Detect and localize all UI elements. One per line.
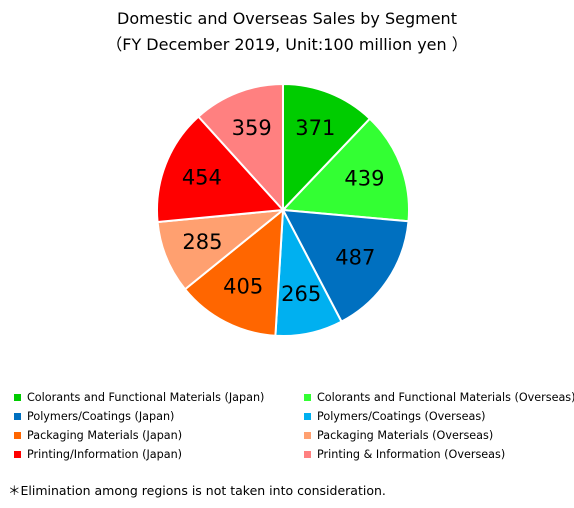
legend-swatch [304, 394, 311, 401]
legend-label: Colorants and Functional Materials (Japa… [27, 391, 265, 404]
legend-label: Polymers/Coatings (Japan) [27, 410, 175, 423]
legend-label: Packaging Materials (Overseas) [317, 429, 494, 442]
slice-value-label: 405 [223, 274, 263, 298]
legend-label: Printing/Information (Japan) [27, 448, 183, 461]
legend-item-printing-information-japan: Printing/Information (Japan) [14, 445, 304, 464]
footnote: ＊Elimination among regions is not taken … [8, 483, 386, 498]
legend-item-packaging-materials-japan: Packaging Materials (Japan) [14, 426, 304, 445]
legend-swatch [14, 451, 21, 458]
chart-legend: Colorants and Functional Materials (Japa… [14, 388, 574, 464]
legend-item-printing-information-overseas: Printing & Information (Overseas) [304, 445, 574, 464]
legend-swatch [304, 451, 311, 458]
legend-swatch [304, 413, 311, 420]
legend-label: Printing & Information (Overseas) [317, 448, 506, 461]
legend-label: Colorants and Functional Materials (Over… [317, 391, 574, 404]
pie-slice-printing-information-overseas [197, 82, 284, 213]
legend-swatch [14, 432, 21, 439]
slice-value-label: 439 [344, 166, 384, 190]
legend-swatch [304, 432, 311, 439]
legend-item-polymers-coatings-overseas: Polymers/Coatings (Overseas) [304, 407, 574, 426]
legend-item-colorants-and-functional-materials-overseas: Colorants and Functional Materials (Over… [304, 388, 574, 407]
slice-value-label: 487 [335, 245, 375, 269]
pie-slice-colorants-and-functional-materials-japan [282, 82, 372, 213]
slice-value-label: 371 [295, 116, 335, 140]
slice-value-label: 359 [232, 116, 272, 140]
legend-item-packaging-materials-overseas: Packaging Materials (Overseas) [304, 426, 574, 445]
pie-slice-packaging-materials-japan [183, 207, 285, 337]
pie-slice-printing-information-japan [156, 115, 286, 224]
pie-slice-polymers-coatings-japan [281, 208, 410, 323]
pie-slice-colorants-and-functional-materials-overseas [280, 117, 410, 223]
chart-subtitle: （FY December 2019, Unit:100 million yen … [106, 35, 468, 54]
slice-value-label: 265 [281, 282, 321, 306]
legend-swatch [14, 413, 21, 420]
slice-value-label: 285 [182, 230, 222, 254]
chart-title: Domestic and Overseas Sales by Segment [117, 9, 457, 28]
legend-item-polymers-coatings-japan: Polymers/Coatings (Japan) [14, 407, 304, 426]
legend-label: Polymers/Coatings (Overseas) [317, 410, 486, 423]
legend-item-colorants-and-functional-materials-japan: Colorants and Functional Materials (Japa… [14, 388, 304, 407]
legend-label: Packaging Materials (Japan) [27, 429, 183, 442]
legend-swatch [14, 394, 21, 401]
slice-value-label: 454 [182, 166, 222, 190]
